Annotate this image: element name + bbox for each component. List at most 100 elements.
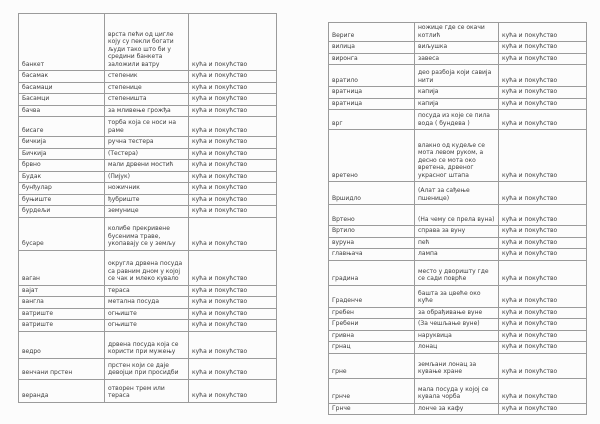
category-cell: кућа и покућство — [498, 341, 587, 354]
definition-cell: део разбоја који савија нити — [414, 64, 499, 87]
category-cell: кућа и покућство — [498, 329, 587, 342]
table-row: Вртило справа за вуну кућа и покућство — [328, 225, 587, 238]
definition-cell: округла дрвена посуда са равним дном у к… — [104, 249, 189, 286]
category-cell: кућа и покућство — [498, 284, 587, 308]
category-cell: кућа и покућство — [188, 284, 277, 297]
category-cell: кућа и покућство — [188, 216, 277, 251]
category-cell: кућа и покућство — [498, 109, 587, 130]
table-row: вуруна пећ кућа и покућство — [328, 236, 587, 249]
term-cell: вретено — [328, 129, 415, 182]
glossary-table-left-body: банкет врста пећи од цигле коју су пекли … — [18, 13, 277, 403]
term-cell: бачва — [18, 104, 105, 117]
term-cell: бичкија — [18, 136, 105, 149]
term-cell: вуруна — [328, 236, 415, 249]
term-cell: грнче — [328, 377, 415, 404]
definition-cell: лампа — [414, 248, 499, 261]
category-cell: кућа и покућство — [188, 104, 277, 117]
definition-cell: ножичник — [104, 182, 189, 195]
category-cell: кућа и покућство — [498, 64, 587, 87]
definition-cell: пећ — [414, 236, 499, 249]
definition-cell: посуда из које се пила вода ( бундева ) — [414, 109, 499, 130]
definition-cell: врста пећи од цигле коју су пекли богати… — [104, 13, 189, 71]
term-cell: вратница — [328, 97, 415, 110]
category-cell: кућа и покућство — [498, 352, 587, 379]
definition-cell: ручна тестера — [104, 136, 189, 149]
term-cell: басамак — [18, 70, 105, 83]
table-row: басамаци степенице кућа и покућство — [18, 81, 277, 94]
table-row: гривна наруквица кућа и покућство — [328, 329, 587, 342]
category-cell: кућа и покућство — [188, 330, 277, 359]
table-row: врг посуда из које се пила вода ( бундева… — [328, 109, 587, 130]
glossary-table-right-body: Вериге ножице где се окачи котлић кућа и п… — [328, 22, 587, 415]
table-row: вретено влакно од кудеље се мота левом ру… — [328, 129, 587, 182]
category-cell: кућа и покућство — [498, 181, 587, 205]
category-cell: кућа и покућство — [188, 378, 277, 403]
definition-cell: капија — [414, 97, 499, 110]
definition-cell: место у дворишту где се сади поврће — [414, 259, 499, 286]
table-row: Басамци степеништа кућа и покућство — [18, 93, 277, 106]
table-row: вајат тераса кућа и покућство — [18, 284, 277, 297]
glossary-table-left: банкет врста пећи од цигле коју су пекли … — [18, 13, 277, 403]
category-cell: кућа и покућство — [188, 357, 277, 380]
table-row: венчани прстен прстен који се даје девојц… — [18, 357, 277, 380]
definition-cell: лонац — [414, 341, 499, 354]
table-row: вангла метална посуда кућа и покућство — [18, 296, 277, 309]
category-cell: кућа и покућство — [498, 41, 587, 54]
term-cell: ватриште — [18, 319, 105, 332]
category-cell: кућа и покућство — [188, 307, 277, 320]
table-row: вратница капија кућа и покућство — [328, 97, 587, 110]
definition-cell: степеник — [104, 70, 189, 83]
definition-cell: (Пијук) — [104, 170, 189, 183]
term-cell: вангла — [18, 296, 105, 309]
table-row: брвно мали дрвени мостић кућа и покућство — [18, 159, 277, 172]
term-cell: Бичкија — [18, 147, 105, 160]
category-cell: кућа и покућство — [188, 159, 277, 172]
category-cell: кућа и покућство — [498, 52, 587, 65]
term-cell: гребен — [328, 306, 415, 319]
definition-cell: за обрађивање вуне — [414, 306, 499, 319]
table-row: Бичкија (Тестера) кућа и покућство — [18, 147, 277, 160]
definition-cell: (Алат за сађење пшенице) — [414, 181, 499, 205]
table-row: гребен за обрађивање вуне кућа и покућство — [328, 306, 587, 319]
category-cell: кућа и покућство — [498, 204, 587, 226]
term-cell: вајат — [18, 284, 105, 297]
glossary-table-right: Вериге ножице где се окачи котлић кућа и п… — [328, 22, 587, 415]
term-cell: гривна — [328, 329, 415, 342]
table-row: веранда отворен трем или тераса кућа и пок… — [18, 378, 277, 403]
definition-cell: мала посуда у којој се кувала чорба — [414, 377, 499, 404]
category-cell: кућа и покућство — [188, 205, 277, 218]
term-cell: басамаци — [18, 81, 105, 94]
category-cell: кућа и покућство — [498, 259, 587, 286]
definition-cell: капија — [414, 86, 499, 99]
definition-cell: земљани лонац за кување хране — [414, 352, 499, 379]
definition-cell: лонче за кафу — [414, 402, 499, 415]
category-cell: кућа и покућство — [498, 129, 587, 182]
term-cell: Гребени — [328, 318, 415, 331]
definition-cell: виљушка — [414, 41, 499, 54]
definition-cell: огњиште — [104, 319, 189, 332]
term-cell: буњиште — [18, 193, 105, 206]
definition-cell: башта за цвеће око куће — [414, 284, 499, 308]
table-row: Граденче башта за цвеће око куће кућа и по… — [328, 284, 587, 308]
definition-cell: ђубриште — [104, 193, 189, 206]
term-cell: Вртено — [328, 204, 415, 226]
term-cell: Граденче — [328, 284, 415, 308]
category-cell: кућа и покућство — [498, 318, 587, 331]
definition-cell: ножице где се окачи котлић — [414, 22, 499, 42]
table-row: бичкија ручна тестера кућа и покућство — [18, 136, 277, 149]
category-cell: кућа и покућство — [188, 81, 277, 94]
table-row: грне земљани лонац за кување хране кућа и … — [328, 352, 587, 379]
definition-cell: торба која се носи на раме — [104, 116, 189, 137]
table-row: Будак (Пијук) кућа и покућство — [18, 170, 277, 183]
definition-cell: дрвена посуда која се користи при мужењу — [104, 330, 189, 359]
category-cell: кућа и покућство — [188, 249, 277, 286]
definition-cell: наруквица — [414, 329, 499, 342]
term-cell: Вериге — [328, 22, 415, 42]
category-cell: кућа и покућство — [188, 193, 277, 206]
table-row: бусаре колибе прекривене бусенима траве, … — [18, 216, 277, 251]
table-row: виронга завеса кућа и покућство — [328, 52, 587, 65]
table-row: грнче мала посуда у којој се кувала чорба… — [328, 377, 587, 404]
definition-cell: метална посуда — [104, 296, 189, 309]
table-row: бурдељи земунице кућа и покућство — [18, 205, 277, 218]
